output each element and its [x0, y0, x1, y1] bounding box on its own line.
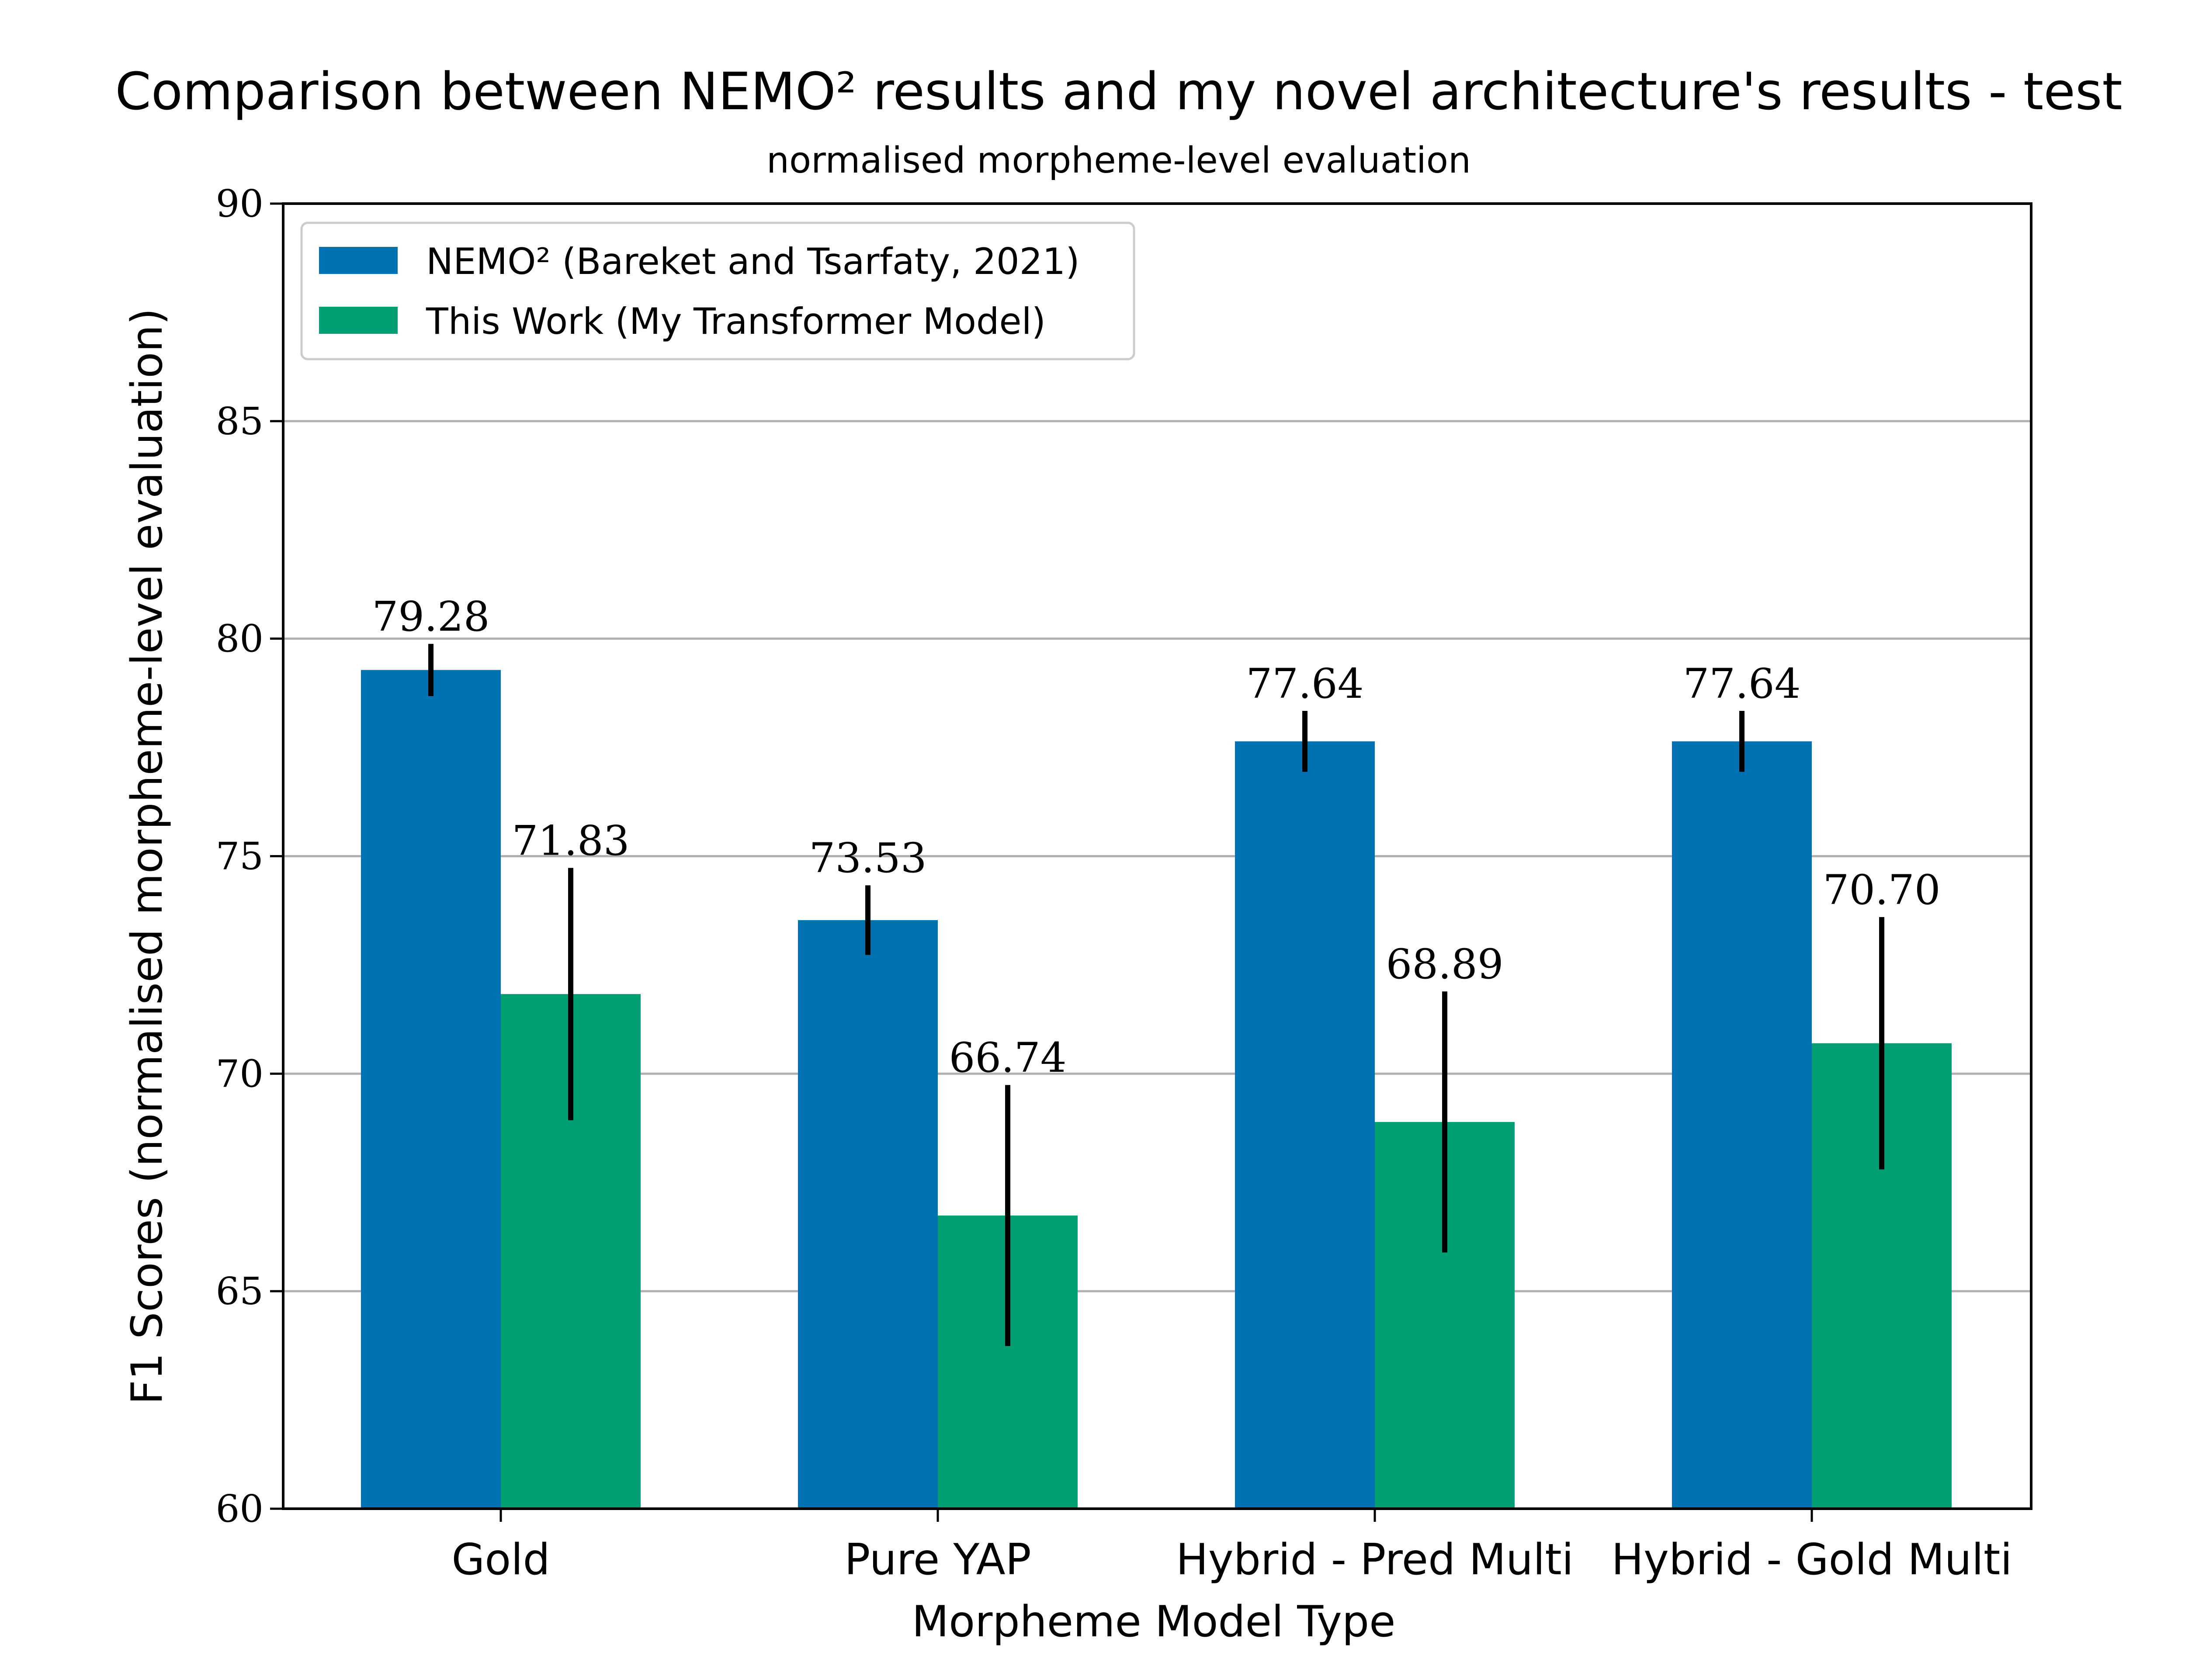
data-label: 77.64: [1683, 660, 1800, 708]
y-axis-label: F1 Scores (normalised morpheme-level eva…: [122, 308, 172, 1404]
bar: [1235, 741, 1375, 1509]
legend-label-this-work: This Work (My Transformer Model): [426, 300, 1046, 343]
legend: NEMO² (Bareket and Tsarfaty, 2021) This …: [300, 222, 1135, 360]
y-tick-label: 90: [216, 182, 264, 226]
y-tick-label: 80: [216, 617, 264, 661]
x-tick-label: Gold: [451, 1535, 550, 1585]
legend-swatch-this-work: [319, 307, 398, 334]
x-axis-ticks: Gold Pure YAP Hybrid - Pred Multi Hybrid - …: [451, 1509, 2012, 1585]
error-bars: [428, 644, 1884, 1346]
y-tick-label: 70: [216, 1052, 264, 1096]
data-label: 71.83: [512, 817, 629, 865]
data-label: 66.74: [949, 1034, 1066, 1082]
chart-subtitle: normalised morpheme-level evaluation: [766, 140, 1471, 181]
bar: [798, 920, 938, 1509]
bars: [361, 670, 1952, 1509]
legend-label-nemo: NEMO² (Bareket and Tsarfaty, 2021): [426, 240, 1080, 283]
legend-swatch-nemo: [319, 247, 398, 274]
legend-frame: [300, 222, 1135, 360]
y-tick-label: 65: [216, 1270, 264, 1313]
bar: [361, 670, 501, 1509]
y-tick-label: 75: [216, 835, 264, 879]
data-label: 68.89: [1386, 941, 1503, 988]
x-tick-label: Pure YAP: [844, 1535, 1031, 1585]
data-labels: 79.28 71.83 73.53 66.74 77.64 68.89 77.64 70.70: [372, 593, 1940, 1082]
x-axis-label: Morpheme Model Type: [912, 1597, 1396, 1647]
data-label: 77.64: [1246, 660, 1363, 708]
y-tick-label: 60: [216, 1487, 264, 1531]
chart-title: Comparison between NEMO² results and my …: [115, 61, 2122, 121]
data-label: 73.53: [809, 835, 926, 882]
x-tick-label: Hybrid - Gold Multi: [1611, 1535, 2012, 1585]
data-label: 70.70: [1823, 866, 1940, 914]
x-tick-label: Hybrid - Pred Multi: [1176, 1535, 1574, 1585]
y-tick-label: 85: [216, 400, 264, 443]
data-label: 79.28: [372, 593, 489, 641]
bar: [1672, 741, 1812, 1509]
y-axis-ticks: 60 65 70 75 80 85 90: [216, 182, 283, 1531]
